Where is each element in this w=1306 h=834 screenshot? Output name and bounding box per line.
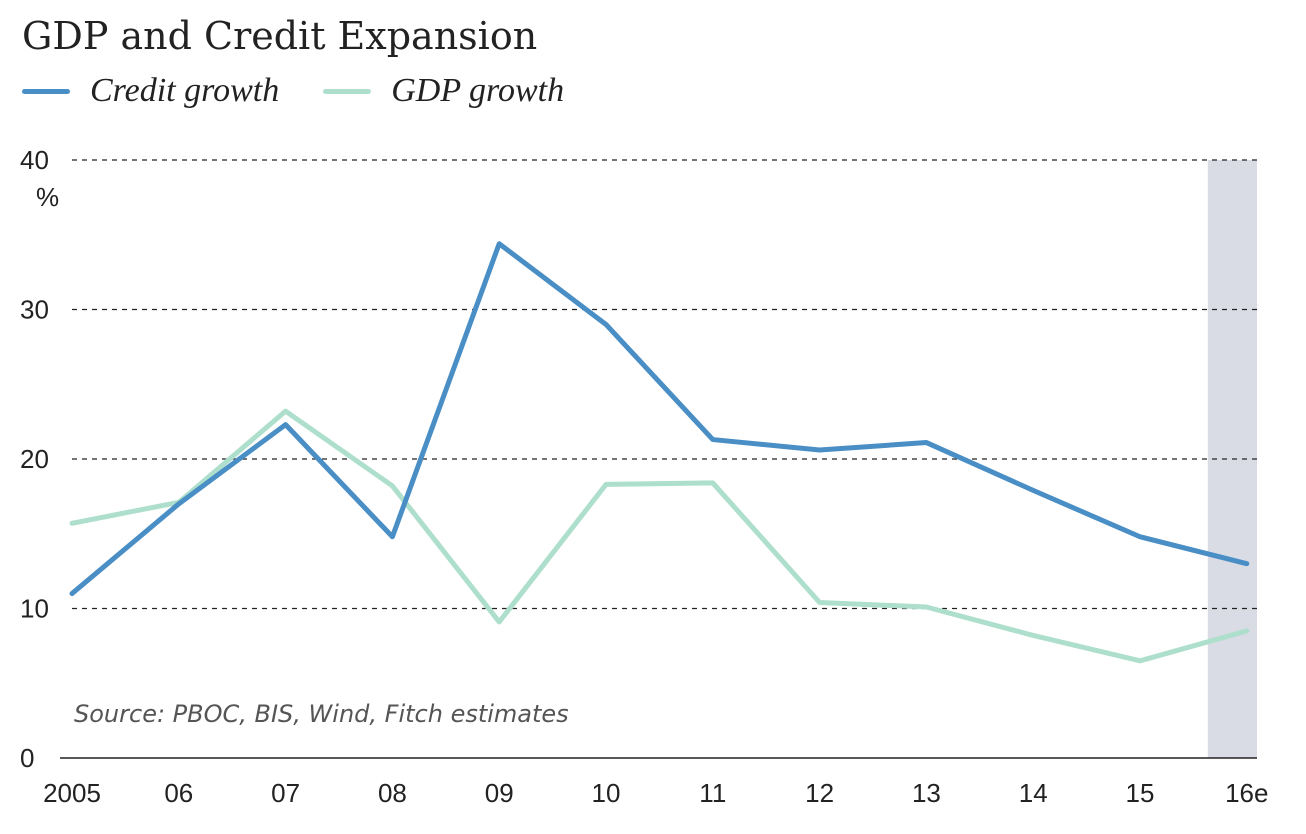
x-tick-label: 15 [1126,778,1155,808]
y-tick-label: 40 [20,145,49,175]
x-tick-label: 10 [592,778,621,808]
x-tick-label: 09 [485,778,514,808]
x-tick-label: 12 [805,778,834,808]
x-tick-label: 06 [164,778,193,808]
y-tick-label: 0 [20,743,34,773]
chart-title: GDP and Credit Expansion [22,14,538,58]
y-tick-label: 10 [20,594,49,624]
x-tick-label: 07 [271,778,300,808]
legend-swatch-gdp [323,88,372,94]
gdp-growth-line [69,408,1250,664]
legend-label-credit: Credit growth [90,72,280,109]
x-tick-label: 14 [1019,778,1048,808]
source-note: Source: PBOC, BIS, Wind, Fitch estimates [74,700,569,728]
x-tick-label: 2005 [43,778,101,808]
y-axis-unit: % [36,182,59,212]
legend-swatch-credit [22,88,70,94]
credit-growth-line [69,241,1250,597]
x-tick-label: 16e [1225,778,1268,808]
x-tick-label: 11 [699,778,726,808]
y-tick-label: 20 [20,444,49,474]
legend-item-gdp: GDP growth [323,72,564,110]
x-tick-label: 13 [912,778,941,808]
x-tick-label: 08 [378,778,407,808]
legend-item-credit: Credit growth [22,72,279,110]
legend: Credit growth GDP growth [22,72,608,110]
legend-label-gdp: GDP growth [391,72,565,109]
y-tick-label: 30 [20,295,49,325]
